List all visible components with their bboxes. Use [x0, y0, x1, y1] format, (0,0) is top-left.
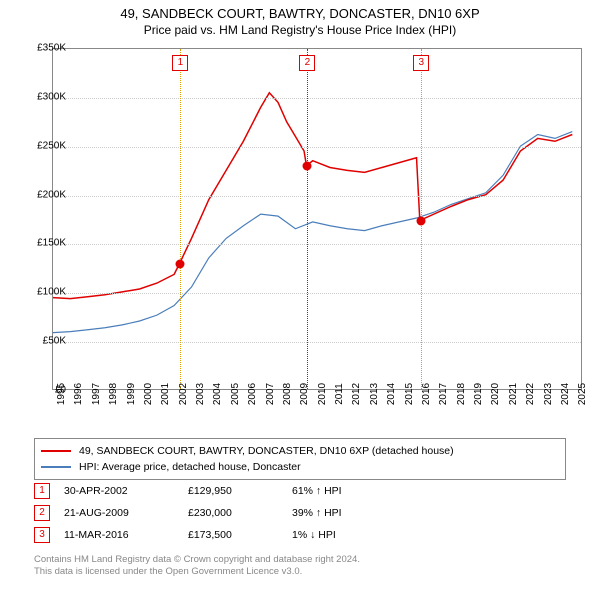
gridline [53, 196, 581, 197]
sale-index-box: 1 [34, 483, 50, 499]
x-axis-label: 2007 [265, 383, 276, 405]
x-axis-label: 1995 [56, 383, 67, 405]
sale-row: 2 21-AUG-2009 £230,000 39% ↑ HPI [34, 502, 566, 524]
y-axis-label: £100K [16, 287, 66, 298]
x-axis-label: 2002 [178, 383, 189, 405]
x-axis-label: 2004 [212, 383, 223, 405]
sale-marker-dot [303, 162, 312, 171]
sale-marker-box: 3 [413, 55, 429, 71]
x-axis-label: 2012 [351, 383, 362, 405]
footer-line1: Contains HM Land Registry data © Crown c… [34, 554, 360, 566]
sale-price: £129,950 [188, 485, 278, 497]
legend-swatch-red [41, 450, 71, 452]
x-axis-label: 2015 [404, 383, 415, 405]
x-axis-label: 2022 [525, 383, 536, 405]
sale-index-box: 3 [34, 527, 50, 543]
x-axis-label: 2019 [473, 383, 484, 405]
x-axis-label: 2018 [456, 383, 467, 405]
x-axis-label: 1998 [108, 383, 119, 405]
x-axis-label: 2024 [560, 383, 571, 405]
legend-swatch-blue [41, 466, 71, 468]
sale-marker-dot [417, 217, 426, 226]
legend-row-red: 49, SANDBECK COURT, BAWTRY, DONCASTER, D… [41, 443, 559, 459]
sale-marker-line [180, 49, 181, 389]
sale-index-box: 2 [34, 505, 50, 521]
x-axis-label: 2014 [386, 383, 397, 405]
x-axis-label: 2023 [543, 383, 554, 405]
chart-svg [53, 49, 581, 389]
sale-price: £230,000 [188, 507, 278, 519]
sale-row: 3 11-MAR-2016 £173,500 1% ↓ HPI [34, 524, 566, 546]
sale-marker-dot [176, 260, 185, 269]
y-axis-label: £50K [16, 336, 66, 347]
legend: 49, SANDBECK COURT, BAWTRY, DONCASTER, D… [34, 438, 566, 480]
x-axis-label: 2003 [195, 383, 206, 405]
title-address: 49, SANDBECK COURT, BAWTRY, DONCASTER, D… [0, 6, 600, 21]
y-axis-label: £150K [16, 238, 66, 249]
x-axis-label: 2001 [160, 383, 171, 405]
y-axis-label: £350K [16, 43, 66, 54]
gridline [53, 98, 581, 99]
title-subtitle: Price paid vs. HM Land Registry's House … [0, 23, 600, 37]
sale-row: 1 30-APR-2002 £129,950 61% ↑ HPI [34, 480, 566, 502]
sale-date: 21-AUG-2009 [64, 507, 174, 519]
x-axis-label: 2005 [230, 383, 241, 405]
sale-date: 11-MAR-2016 [64, 529, 174, 541]
sale-marker-box: 2 [299, 55, 315, 71]
x-axis-label: 2025 [577, 383, 588, 405]
y-axis-label: £250K [16, 140, 66, 151]
x-axis-label: 1996 [73, 383, 84, 405]
x-axis-label: 2006 [247, 383, 258, 405]
x-axis-label: 2009 [299, 383, 310, 405]
x-axis-label: 2011 [334, 383, 345, 405]
y-axis-label: £200K [16, 189, 66, 200]
legend-label-red: 49, SANDBECK COURT, BAWTRY, DONCASTER, D… [79, 445, 454, 457]
x-axis-label: 2016 [421, 383, 432, 405]
x-axis-label: 1997 [91, 383, 102, 405]
x-axis-label: 2013 [369, 383, 380, 405]
x-axis-label: 1999 [126, 383, 137, 405]
x-axis-label: 2010 [317, 383, 328, 405]
x-axis-label: 2021 [508, 383, 519, 405]
gridline [53, 293, 581, 294]
sale-marker-box: 1 [172, 55, 188, 71]
sale-hpi: 1% ↓ HPI [292, 529, 402, 541]
x-axis-label: 2000 [143, 383, 154, 405]
chart-container: 49, SANDBECK COURT, BAWTRY, DONCASTER, D… [0, 0, 600, 590]
sale-date: 30-APR-2002 [64, 485, 174, 497]
y-axis-label: £300K [16, 91, 66, 102]
footer: Contains HM Land Registry data © Crown c… [34, 554, 360, 579]
gridline [53, 147, 581, 148]
sale-hpi: 61% ↑ HPI [292, 485, 402, 497]
title-block: 49, SANDBECK COURT, BAWTRY, DONCASTER, D… [0, 0, 600, 37]
gridline [53, 244, 581, 245]
sales-table: 1 30-APR-2002 £129,950 61% ↑ HPI 2 21-AUG-200… [34, 480, 566, 546]
footer-line2: This data is licensed under the Open Gov… [34, 566, 360, 578]
legend-row-blue: HPI: Average price, detached house, Donc… [41, 459, 559, 475]
x-axis-label: 2017 [438, 383, 449, 405]
gridline [53, 342, 581, 343]
x-axis-label: 2020 [490, 383, 501, 405]
sale-hpi: 39% ↑ HPI [292, 507, 402, 519]
sale-marker-line [307, 49, 308, 389]
sale-price: £173,500 [188, 529, 278, 541]
x-axis-label: 2008 [282, 383, 293, 405]
legend-label-blue: HPI: Average price, detached house, Donc… [79, 461, 301, 473]
chart-plot-area: 1 2 3 [52, 48, 582, 390]
